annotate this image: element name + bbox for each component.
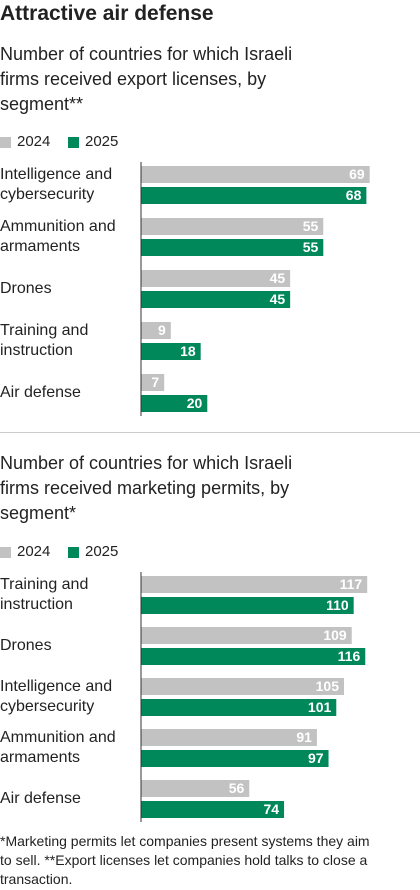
category-label: Intelligence and cybersecurity <box>0 166 113 203</box>
legend-label: 2025 <box>85 133 119 150</box>
value-label: 69 <box>349 166 365 182</box>
bar <box>141 729 317 746</box>
value-label: 91 <box>296 729 312 745</box>
value-label: 45 <box>270 291 286 307</box>
value-label: 109 <box>323 627 347 643</box>
value-label: 7 <box>151 374 159 390</box>
bar <box>141 343 201 360</box>
chart-subtitle: Number of countries for which Israeli fi… <box>0 453 293 523</box>
value-label: 9 <box>158 322 166 338</box>
bar <box>141 291 291 308</box>
category-label: Ammunition and armaments <box>0 729 116 766</box>
bar <box>141 395 208 412</box>
chart-subtitle: Number of countries for which Israeli fi… <box>0 44 293 114</box>
value-label: 117 <box>340 576 363 592</box>
legend-swatch <box>0 137 11 148</box>
category-label: Air defense <box>0 384 81 401</box>
value-label: 68 <box>346 187 362 203</box>
category-label: Drones <box>0 637 52 654</box>
value-label: 97 <box>308 750 324 766</box>
bar <box>141 780 250 797</box>
page-title: Attractive air defense <box>0 2 214 25</box>
bar <box>141 597 354 614</box>
value-label: 101 <box>308 699 332 715</box>
value-label: 105 <box>316 678 340 694</box>
bar <box>141 322 171 339</box>
category-label: Drones <box>0 280 52 297</box>
footnote: *Marketing permits let companies present… <box>0 833 370 887</box>
bar <box>141 801 285 818</box>
value-label: 20 <box>187 395 203 411</box>
value-label: 55 <box>303 239 319 255</box>
bar <box>141 270 291 287</box>
bar <box>141 187 367 204</box>
legend-label: 2024 <box>17 133 51 150</box>
category-label: Intelligence and cybersecurity <box>0 678 113 715</box>
bar <box>141 374 165 391</box>
bar <box>141 627 352 644</box>
bar <box>141 750 329 767</box>
legend-label: 2025 <box>85 543 119 560</box>
value-label: 74 <box>263 801 279 817</box>
value-label: 116 <box>338 648 361 664</box>
category-label: Air defense <box>0 790 81 807</box>
bar <box>141 648 366 665</box>
bar <box>141 218 324 235</box>
bar <box>141 166 370 183</box>
legend-swatch <box>68 137 79 148</box>
category-label: Training and instruction <box>0 576 89 613</box>
category-label: Ammunition and armaments <box>0 218 116 255</box>
category-label: Training and instruction <box>0 322 89 359</box>
value-label: 110 <box>326 597 349 613</box>
value-label: 18 <box>180 343 196 359</box>
value-label: 45 <box>270 270 286 286</box>
legend-label: 2024 <box>17 543 51 560</box>
bar <box>141 699 337 716</box>
bar <box>141 678 344 695</box>
legend-swatch <box>68 547 79 558</box>
separator <box>0 432 420 433</box>
bar <box>141 239 324 256</box>
legend-swatch <box>0 547 11 558</box>
value-label: 56 <box>229 780 245 796</box>
bar <box>141 576 368 593</box>
value-label: 55 <box>303 218 319 234</box>
